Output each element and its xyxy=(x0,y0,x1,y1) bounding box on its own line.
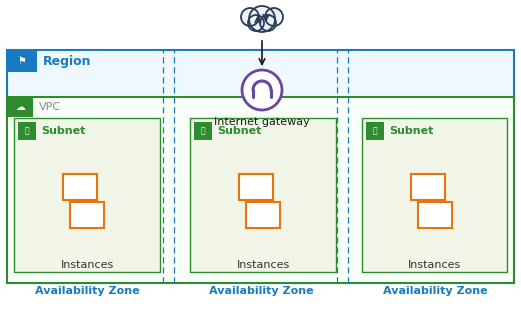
Text: 🔒: 🔒 xyxy=(373,127,377,136)
FancyBboxPatch shape xyxy=(14,118,160,272)
FancyBboxPatch shape xyxy=(411,174,444,200)
FancyBboxPatch shape xyxy=(417,202,452,228)
Text: Subnet: Subnet xyxy=(389,126,433,136)
Text: ⚑: ⚑ xyxy=(18,56,27,66)
Text: 🔒: 🔒 xyxy=(201,127,205,136)
Text: Availability Zone: Availability Zone xyxy=(209,286,313,296)
FancyBboxPatch shape xyxy=(63,174,97,200)
Text: Subnet: Subnet xyxy=(41,126,85,136)
FancyBboxPatch shape xyxy=(7,97,33,117)
FancyBboxPatch shape xyxy=(7,50,514,283)
FancyBboxPatch shape xyxy=(362,118,507,272)
FancyBboxPatch shape xyxy=(246,202,280,228)
Text: Instances: Instances xyxy=(408,260,461,270)
Circle shape xyxy=(242,70,282,110)
Text: Region: Region xyxy=(43,54,92,67)
FancyBboxPatch shape xyxy=(190,118,336,272)
Text: Internet gateway: Internet gateway xyxy=(214,117,310,127)
Text: Instances: Instances xyxy=(237,260,290,270)
FancyBboxPatch shape xyxy=(7,97,514,283)
FancyBboxPatch shape xyxy=(18,122,36,140)
Text: Availability Zone: Availability Zone xyxy=(35,286,139,296)
Text: ☁: ☁ xyxy=(15,102,25,112)
Text: Availability Zone: Availability Zone xyxy=(383,286,487,296)
Text: 🔒: 🔒 xyxy=(24,127,29,136)
FancyBboxPatch shape xyxy=(239,174,273,200)
Text: Subnet: Subnet xyxy=(217,126,262,136)
Text: VPC: VPC xyxy=(39,102,61,112)
FancyBboxPatch shape xyxy=(366,122,384,140)
Circle shape xyxy=(265,8,283,26)
Text: Instances: Instances xyxy=(60,260,114,270)
Circle shape xyxy=(260,15,276,31)
Circle shape xyxy=(241,8,259,26)
FancyBboxPatch shape xyxy=(7,50,37,72)
Circle shape xyxy=(249,6,275,32)
FancyBboxPatch shape xyxy=(70,202,104,228)
Circle shape xyxy=(248,15,264,31)
FancyBboxPatch shape xyxy=(194,122,212,140)
